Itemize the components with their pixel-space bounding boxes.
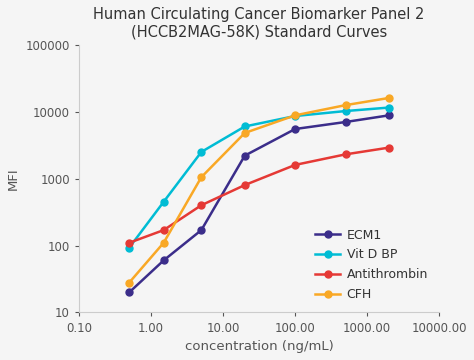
CFH — [242, 131, 247, 135]
Vit D BP — [386, 105, 392, 110]
Vit D BP — [242, 124, 247, 129]
Legend: ECM1, Vit D BP, Antithrombin, CFH: ECM1, Vit D BP, Antithrombin, CFH — [310, 224, 433, 306]
ECM1 — [199, 228, 204, 232]
Antithrombin — [199, 203, 204, 207]
ECM1 — [127, 290, 132, 294]
Antithrombin — [161, 228, 166, 232]
CFH — [127, 280, 132, 285]
Vit D BP — [161, 200, 166, 204]
ECM1 — [242, 153, 247, 158]
CFH — [161, 240, 166, 245]
Line: Antithrombin: Antithrombin — [126, 144, 392, 246]
X-axis label: concentration (ng/mL): concentration (ng/mL) — [185, 340, 334, 353]
Y-axis label: MFI: MFI — [7, 167, 20, 190]
Antithrombin — [386, 145, 392, 150]
Line: CFH: CFH — [126, 94, 392, 286]
CFH — [343, 103, 348, 107]
Vit D BP — [343, 109, 348, 113]
Title: Human Circulating Cancer Biomarker Panel 2
(HCCB2MAG-58K) Standard Curves: Human Circulating Cancer Biomarker Panel… — [93, 7, 425, 39]
ECM1 — [292, 127, 298, 131]
CFH — [199, 175, 204, 179]
CFH — [386, 96, 392, 100]
Antithrombin — [292, 163, 298, 167]
ECM1 — [161, 258, 166, 262]
Line: ECM1: ECM1 — [126, 112, 392, 296]
Vit D BP — [292, 114, 298, 118]
Antithrombin — [127, 240, 132, 245]
Vit D BP — [199, 150, 204, 154]
Line: Vit D BP: Vit D BP — [126, 104, 392, 251]
ECM1 — [386, 113, 392, 117]
Antithrombin — [343, 152, 348, 157]
Antithrombin — [242, 183, 247, 187]
ECM1 — [343, 120, 348, 124]
CFH — [292, 113, 298, 117]
Vit D BP — [127, 246, 132, 250]
